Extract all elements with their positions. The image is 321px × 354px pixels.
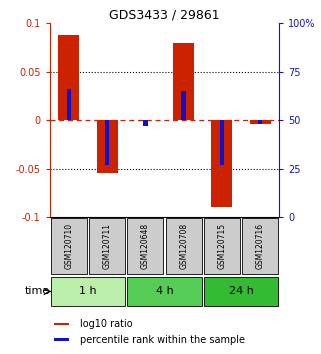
Text: GSM120648: GSM120648	[141, 223, 150, 269]
Bar	[97, 120, 118, 173]
FancyBboxPatch shape	[127, 218, 163, 274]
FancyBboxPatch shape	[204, 218, 240, 274]
Text: GSM120716: GSM120716	[256, 223, 265, 269]
Bar	[58, 35, 79, 120]
Text: 4 h: 4 h	[156, 286, 173, 297]
FancyBboxPatch shape	[51, 218, 87, 274]
Text: GSM120710: GSM120710	[65, 223, 74, 269]
FancyBboxPatch shape	[89, 218, 125, 274]
Text: log10 ratio: log10 ratio	[80, 319, 132, 329]
Bar	[211, 120, 232, 207]
Title: GDS3433 / 29861: GDS3433 / 29861	[109, 9, 220, 22]
FancyBboxPatch shape	[166, 218, 202, 274]
Bar	[250, 120, 271, 124]
Bar	[173, 44, 194, 120]
Bar	[66, 89, 71, 120]
FancyBboxPatch shape	[242, 218, 278, 274]
FancyBboxPatch shape	[204, 277, 278, 306]
Bar	[105, 120, 109, 165]
FancyBboxPatch shape	[51, 277, 125, 306]
Text: 1 h: 1 h	[79, 286, 97, 297]
Text: percentile rank within the sample: percentile rank within the sample	[80, 335, 245, 345]
Bar	[258, 120, 263, 124]
Bar	[181, 91, 186, 120]
Text: GSM120711: GSM120711	[103, 223, 112, 269]
Bar	[143, 120, 148, 126]
Bar	[54, 322, 69, 325]
Text: 24 h: 24 h	[229, 286, 254, 297]
Text: GSM120708: GSM120708	[179, 223, 188, 269]
FancyBboxPatch shape	[127, 277, 202, 306]
Text: time: time	[24, 286, 50, 297]
Text: GSM120715: GSM120715	[217, 223, 226, 269]
Bar	[220, 120, 224, 165]
Bar	[54, 338, 69, 341]
